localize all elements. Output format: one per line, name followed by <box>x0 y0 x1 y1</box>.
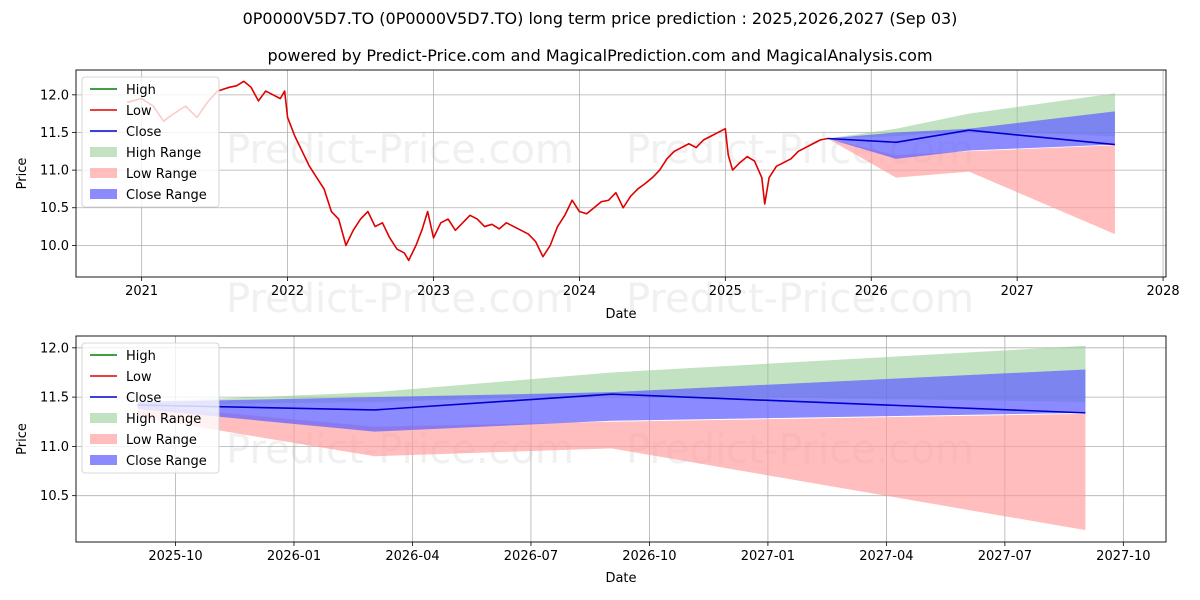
x-tick-label: 2026-07 <box>504 549 558 564</box>
x-tick-label: 2026 <box>855 284 888 299</box>
legend-label: Close Range <box>126 188 207 203</box>
low-range-band <box>827 138 1115 235</box>
plot-frame <box>75 69 1167 278</box>
y-tick-label: 12.0 <box>40 341 69 356</box>
y-tick-label: 11.5 <box>40 126 69 141</box>
legend-label: Close <box>126 391 161 406</box>
x-axis-label: Date <box>605 307 636 322</box>
y-tick-label: 11.5 <box>40 391 69 406</box>
watermark: Predict-Price.com <box>626 276 974 322</box>
legend-label: High <box>126 83 156 98</box>
legend-label: High <box>126 349 156 364</box>
close-forecast-line <box>137 393 1086 414</box>
plot-area <box>137 345 1086 531</box>
y-tick-label: 10.0 <box>40 239 69 254</box>
x-tick-label: 2027-07 <box>978 549 1032 564</box>
x-tick-label: 2027-04 <box>859 549 913 564</box>
x-tick-label: 2025-10 <box>148 549 202 564</box>
x-axis-label: Date <box>605 571 636 586</box>
y-tick-label: 11.0 <box>40 164 69 179</box>
x-tick-label: 2026-04 <box>385 549 439 564</box>
close-range-band <box>827 111 1115 159</box>
legend-patch-swatch <box>90 413 117 423</box>
low-range-band <box>137 404 1086 531</box>
watermark: Predict-Price.com <box>226 276 574 322</box>
legend-patch-swatch <box>90 434 117 444</box>
x-tick-label: 2027-01 <box>741 549 795 564</box>
x-tick-label: 2026-10 <box>622 549 676 564</box>
x-tick-label: 2027 <box>1001 284 1034 299</box>
legend-label: Low Range <box>126 167 197 182</box>
legend-patch-swatch <box>90 147 117 157</box>
legend-patch-swatch <box>90 168 117 178</box>
chart-subtitle: powered by Predict-Price.com and Magical… <box>267 46 933 65</box>
legend-label: High Range <box>126 146 201 161</box>
y-tick-label: 10.5 <box>40 489 69 504</box>
legend-label: Low <box>126 104 152 119</box>
legend-patch-swatch <box>90 189 117 199</box>
x-tick-label: 2027-10 <box>1096 549 1150 564</box>
legend-label: High Range <box>126 412 201 427</box>
legend-label: Low Range <box>126 433 197 448</box>
x-tick-label: 2028 <box>1147 284 1180 299</box>
y-tick-label: 11.0 <box>40 440 69 455</box>
legend-label: Close <box>126 125 161 140</box>
legend-patch-swatch <box>90 455 117 465</box>
y-axis-label: Price <box>15 423 30 455</box>
chart-title: 0P0000V5D7.TO (0P0000V5D7.TO) long term … <box>242 9 958 28</box>
x-tick-label: 2024 <box>563 284 596 299</box>
x-tick-label: 2026-01 <box>267 549 321 564</box>
legend-label: Low <box>126 370 152 385</box>
plot-frame <box>75 335 1167 543</box>
watermark: Predict-Price.com <box>226 127 574 173</box>
y-tick-label: 12.0 <box>40 88 69 103</box>
low-price-line <box>126 80 828 262</box>
x-tick-label: 2023 <box>417 284 450 299</box>
close-range-band <box>137 369 1086 432</box>
close-forecast-line <box>827 129 1116 146</box>
plot-area <box>126 80 1116 262</box>
x-tick-label: 2025 <box>709 284 742 299</box>
y-axis-label: Price <box>15 158 30 190</box>
legend-label: Close Range <box>126 454 207 469</box>
y-tick-label: 10.5 <box>40 201 69 216</box>
x-tick-label: 2021 <box>125 284 158 299</box>
x-tick-label: 2022 <box>271 284 304 299</box>
